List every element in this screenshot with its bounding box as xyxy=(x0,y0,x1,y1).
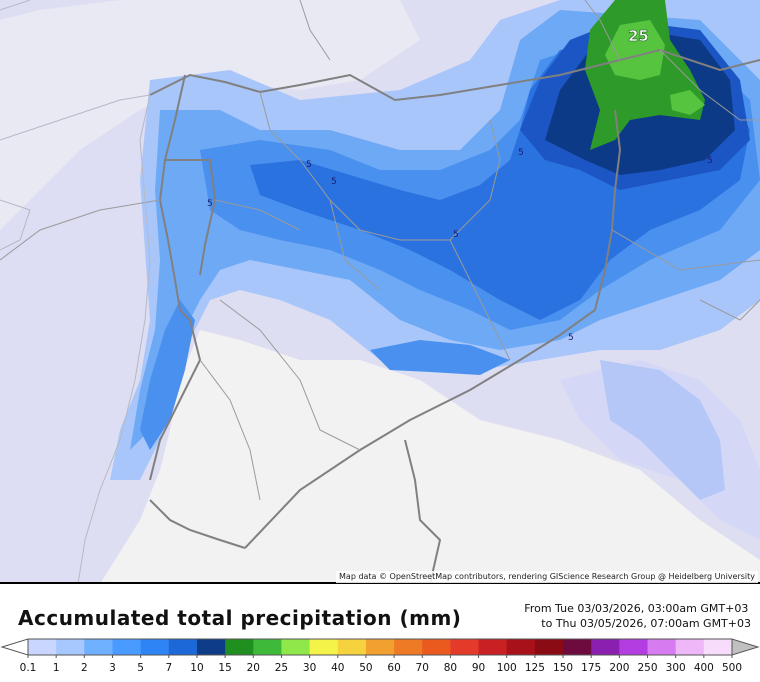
colorbar-tick-label: 300 xyxy=(666,662,686,674)
colorbar-swatch xyxy=(337,639,367,655)
precipitation-map: 5 5 5 5 5 5 5 25 Map data © OpenStreetMa… xyxy=(0,0,760,584)
colorbar-swatch xyxy=(84,639,113,655)
contour-label: 5 xyxy=(518,148,524,158)
colorbar-tick-label: 7 xyxy=(165,662,172,674)
colorbar-swatch xyxy=(647,639,677,655)
colorbar-swatch xyxy=(225,639,254,655)
colorbar-swatch xyxy=(422,639,451,655)
colorbar-tick-label: 100 xyxy=(497,662,517,674)
period-to: to Thu 03/05/2026, 07:00am GMT+03 xyxy=(541,617,751,630)
color-scale-bar: 0.1 1 2 3 5 7 10 15 20 25 30 40 50 60 70 80 90 100 125 150 1… xyxy=(0,638,760,674)
colorbar-tick-label: 30 xyxy=(303,662,316,674)
contour-label: 5 xyxy=(568,333,574,343)
forecast-period: From Tue 03/03/2026, 03:00am GMT+03 to T… xyxy=(524,601,751,631)
colorbar-tick-label: 70 xyxy=(416,662,429,674)
colorbar-tick-label: 25 xyxy=(275,662,288,674)
colorbar-swatch xyxy=(703,639,733,655)
colorbar-over-arrow xyxy=(731,638,760,656)
max-precip-label: 25 xyxy=(628,27,649,45)
contour-label: 5 xyxy=(707,156,713,166)
colorbar-swatch xyxy=(563,639,592,655)
colorbar-swatch xyxy=(478,639,508,655)
precip-3mm-coast xyxy=(140,300,195,450)
colorbar-swatch xyxy=(253,639,282,655)
colorbar-tick-label: 0.1 xyxy=(20,662,37,674)
colorbar-tick-label: 400 xyxy=(694,662,714,674)
colorbar-swatch xyxy=(534,639,564,655)
contour-label: 5 xyxy=(453,230,459,240)
colorbar-tick-label: 90 xyxy=(472,662,485,674)
colorbar-swatch xyxy=(196,639,226,655)
colorbar-swatch xyxy=(56,639,85,655)
colorbar-under-arrow xyxy=(0,638,29,656)
colorbar-swatch xyxy=(450,639,480,655)
colorbar-swatch xyxy=(140,639,170,655)
province-borders xyxy=(0,0,760,501)
colorbar-swatch xyxy=(619,639,649,655)
colorbar-tick-label: 20 xyxy=(247,662,260,674)
colorbar-tick-label: 200 xyxy=(609,662,629,674)
contour-label: 5 xyxy=(331,177,337,187)
colorbar-tick-label: 50 xyxy=(359,662,372,674)
colorbar-swatch xyxy=(281,639,311,655)
colorbar-swatch xyxy=(112,639,142,655)
precip-trace-area xyxy=(0,0,420,230)
colorbar-tick-label: 5 xyxy=(137,662,144,674)
colorbar-tick-label: 15 xyxy=(218,662,231,674)
colorbar-swatch xyxy=(309,639,339,655)
precip-3mm-south xyxy=(370,340,510,375)
colorbar-tick-label: 175 xyxy=(581,662,601,674)
contour-label: 5 xyxy=(306,160,312,170)
coastline xyxy=(0,0,151,584)
colorbar-tick-label: 2 xyxy=(81,662,88,674)
colorbar-tick-label: 10 xyxy=(190,662,203,674)
colorbar-swatch xyxy=(168,639,198,655)
colorbar-swatch xyxy=(28,639,57,655)
legend-title: Accumulated total precipitation (mm) xyxy=(18,606,462,630)
colorbar-swatch xyxy=(365,639,395,655)
contour-label: 5 xyxy=(207,199,213,209)
colorbar-tick-label: 250 xyxy=(637,662,657,674)
colorbar-tick-label: 60 xyxy=(387,662,400,674)
colorbar-swatch xyxy=(394,639,423,655)
map-canvas: 5 5 5 5 5 5 5 25 xyxy=(0,0,760,584)
colorbar-tick-label: 40 xyxy=(331,662,344,674)
colorbar-tick-label: 3 xyxy=(109,662,116,674)
colorbar-swatch xyxy=(506,639,536,655)
colorbar-swatch xyxy=(675,639,705,655)
colorbar-tick-label: 500 xyxy=(722,662,742,674)
colorbar-tick-label: 150 xyxy=(553,662,573,674)
legend-panel xyxy=(0,584,760,682)
precip-1mm-east xyxy=(600,360,725,500)
colorbar-swatch xyxy=(591,639,620,655)
precip-20mm-spot xyxy=(670,90,705,115)
precip-20mm xyxy=(605,20,665,80)
period-from: From Tue 03/03/2026, 03:00am GMT+03 xyxy=(524,602,749,615)
colorbar-frame xyxy=(27,638,733,656)
colorbar-tick-label: 1 xyxy=(53,662,60,674)
map-attribution[interactable]: Map data © OpenStreetMap contributors, r… xyxy=(336,571,758,583)
colorbar-tick-label: 80 xyxy=(444,662,457,674)
colorbar-tick-label: 125 xyxy=(525,662,545,674)
